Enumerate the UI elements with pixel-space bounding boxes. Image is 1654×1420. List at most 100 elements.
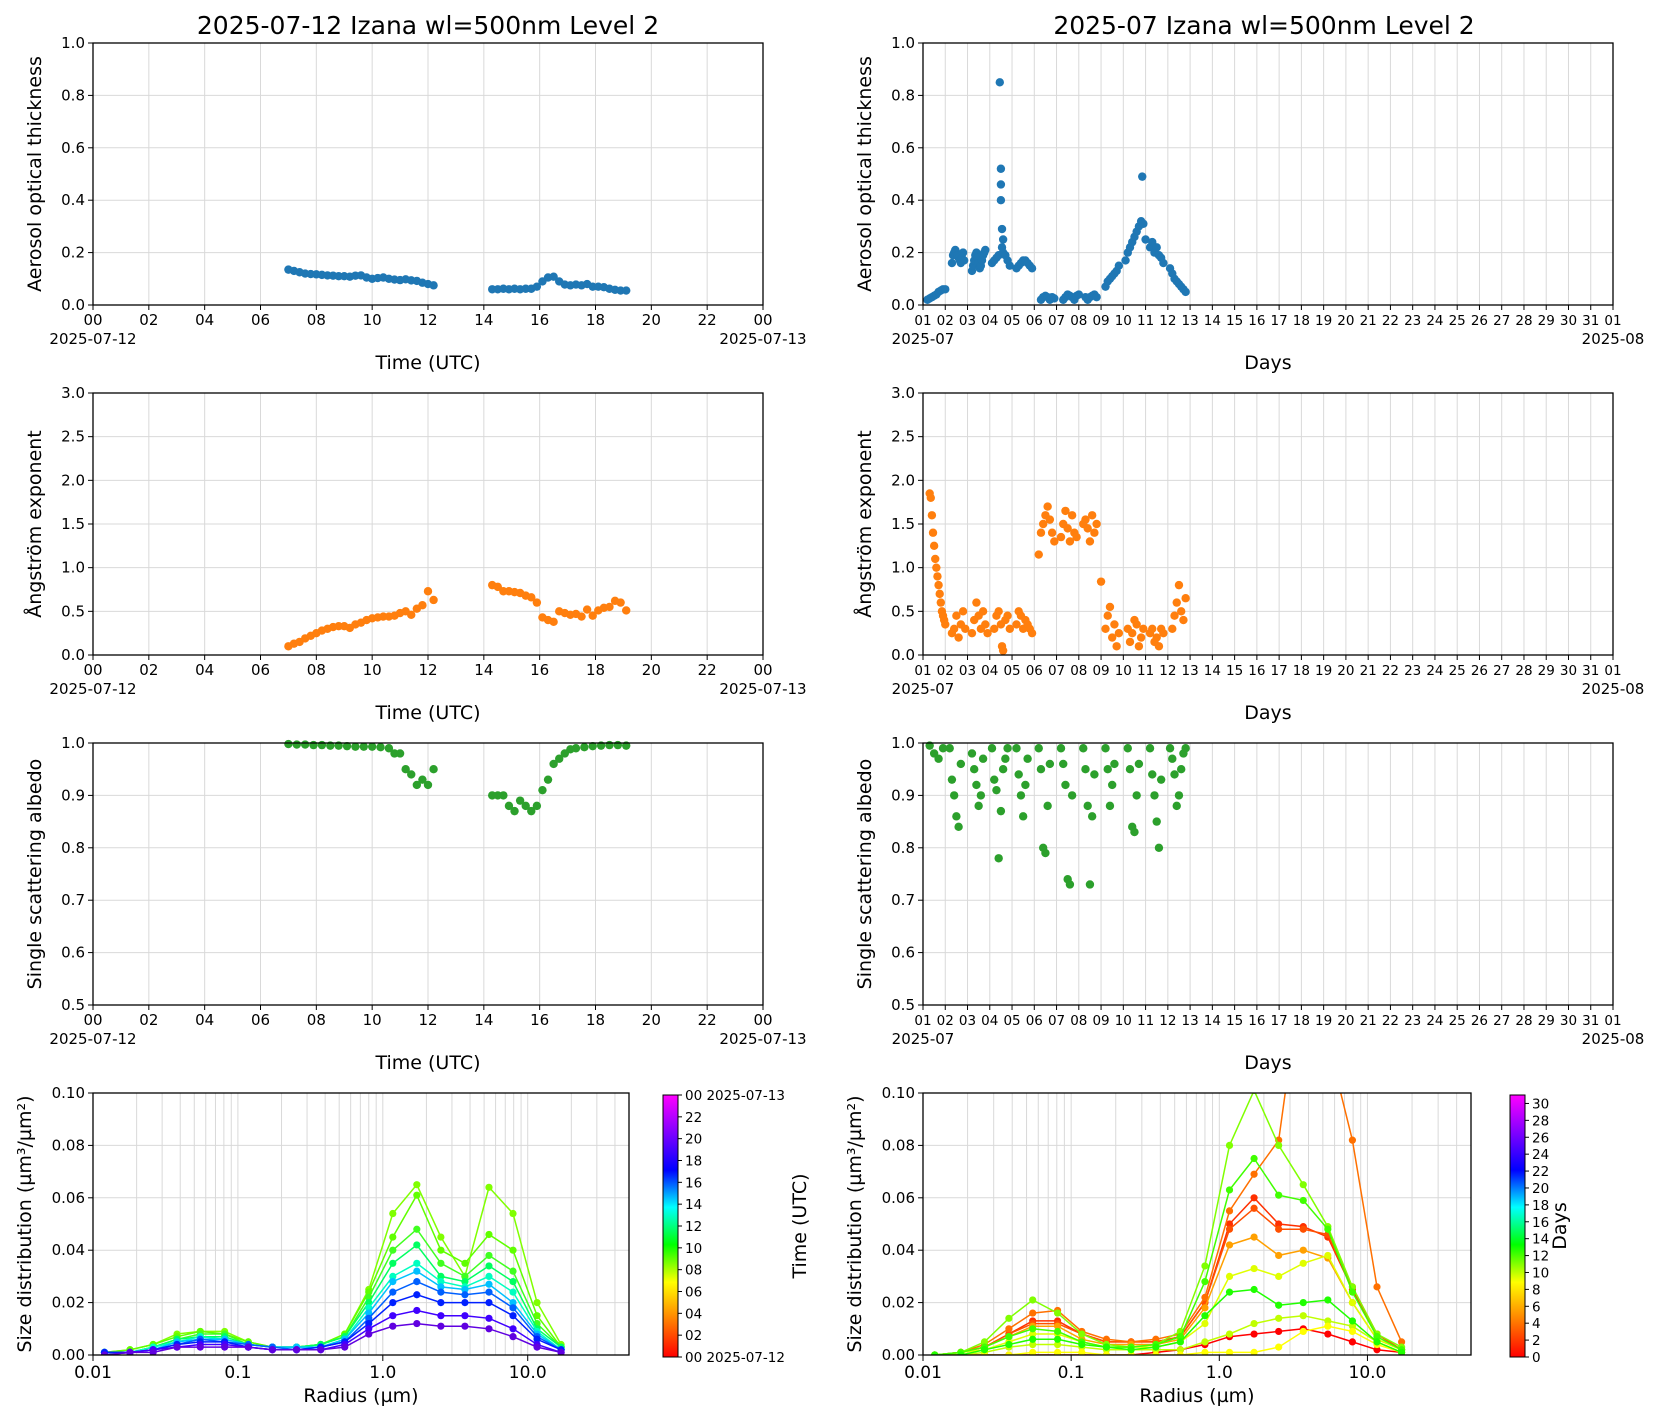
data-point xyxy=(1027,628,1037,638)
x-tick-label: 07 xyxy=(1048,1013,1065,1029)
data-point xyxy=(947,775,957,784)
x-tick-label: 04 xyxy=(981,663,998,679)
data-point xyxy=(549,759,558,769)
series-line xyxy=(934,1314,1402,1355)
y-tick-label: 0.2 xyxy=(61,244,85,262)
series-point xyxy=(461,1312,469,1320)
series-point xyxy=(437,1272,445,1280)
series-point xyxy=(1176,1346,1184,1354)
x-tick-label: 01 xyxy=(914,663,931,679)
x-date-left: 2025-07 xyxy=(892,680,955,698)
series-point xyxy=(149,1348,157,1355)
series-point xyxy=(1005,1314,1013,1322)
series-point xyxy=(1201,1293,1209,1301)
y-axis-label: Ångström exponent xyxy=(23,430,46,618)
data-point xyxy=(969,765,979,774)
data-point xyxy=(1067,511,1077,520)
x-tick-label: 20 xyxy=(1337,1013,1354,1029)
x-tick-label: 20 xyxy=(1337,313,1354,329)
series-point xyxy=(461,1299,469,1307)
series-point xyxy=(413,1191,421,1199)
data-point xyxy=(1123,744,1132,753)
data-point xyxy=(945,744,954,753)
series-point xyxy=(244,1343,252,1351)
data-point xyxy=(1079,744,1088,753)
series-point xyxy=(1324,1037,1331,1044)
data-point xyxy=(1139,624,1148,633)
data-point xyxy=(423,780,433,790)
data-point xyxy=(987,744,997,753)
y-tick-label: 0.0 xyxy=(61,646,85,664)
data-point xyxy=(1014,770,1023,779)
series-point xyxy=(461,1259,469,1267)
colorbar-tick-label: 06 xyxy=(685,1285,702,1301)
y-tick-label: 0.5 xyxy=(891,996,915,1014)
data-point xyxy=(1181,287,1190,297)
panel-daily-angstrom: 00 02 04 06 08 10 12 14 16 18 20 22 000.00.51.01.52.… xyxy=(23,384,807,724)
data-point xyxy=(1063,524,1072,533)
data-point xyxy=(983,628,992,638)
x-tick-label: 01 xyxy=(1604,663,1621,679)
data-point xyxy=(1016,791,1026,800)
series-point xyxy=(1225,1241,1234,1249)
x-tick-label: 00 xyxy=(83,1011,102,1029)
x-tick-label: 0.1 xyxy=(224,1363,251,1383)
y-tick-label: 0.8 xyxy=(61,86,85,104)
data-point xyxy=(1050,294,1059,303)
x-date-right: 2025-07-13 xyxy=(719,680,806,698)
data-point xyxy=(1036,765,1046,774)
plot-frame xyxy=(922,42,1614,306)
y-tick-label: 0.6 xyxy=(61,944,85,962)
series-point xyxy=(365,1325,373,1333)
data-point xyxy=(1012,620,1021,629)
y-tick-label: 1.5 xyxy=(61,515,85,533)
data-point xyxy=(1085,880,1095,889)
data-point xyxy=(997,224,1007,234)
data-point xyxy=(1168,624,1177,633)
data-point xyxy=(1159,628,1168,638)
x-tick-label: 07 xyxy=(1048,313,1065,329)
series-point xyxy=(1201,1278,1209,1286)
series-point xyxy=(1102,1351,1111,1355)
series-point xyxy=(1250,1348,1258,1355)
data-point xyxy=(1043,502,1052,511)
data-point xyxy=(429,765,438,774)
series-point xyxy=(509,1312,517,1320)
data-point xyxy=(954,822,963,832)
colorbar-tick-label: 24 xyxy=(1532,1147,1549,1163)
data-point xyxy=(418,601,427,610)
y-tick-label: 0.8 xyxy=(891,839,915,857)
y-tick-label: 2.5 xyxy=(891,428,915,446)
series-point xyxy=(1176,1333,1184,1341)
series-point xyxy=(1299,1299,1307,1307)
data-point xyxy=(927,511,937,520)
data-point xyxy=(588,741,597,751)
data-point xyxy=(1096,577,1106,586)
y-tick-label: 2.5 xyxy=(61,428,85,446)
series-point xyxy=(1348,1338,1357,1346)
data-point xyxy=(981,620,990,629)
x-tick-label: 20 xyxy=(642,1011,661,1029)
data-point xyxy=(1152,817,1161,826)
data-point xyxy=(1023,754,1032,763)
series-point xyxy=(461,1285,469,1294)
x-tick-label: 10 xyxy=(363,661,382,679)
data-point xyxy=(1045,515,1055,524)
data-point xyxy=(952,812,961,821)
x-tick-label: 23 xyxy=(1404,1013,1421,1029)
data-point xyxy=(1001,754,1010,763)
x-tick-label: 27 xyxy=(1493,313,1510,329)
data-point xyxy=(292,740,301,749)
series-point xyxy=(931,1351,939,1355)
data-point xyxy=(300,740,310,749)
x-tick-label: 05 xyxy=(1003,313,1020,329)
series-point xyxy=(1373,1338,1381,1346)
data-point xyxy=(429,595,438,605)
data-point xyxy=(532,801,542,811)
plot-frame xyxy=(922,1092,1472,1356)
colorbar-tick-label: 20 xyxy=(685,1132,702,1148)
series-point xyxy=(389,1299,397,1307)
y-tick-label: 0.04 xyxy=(882,1241,915,1259)
data-point xyxy=(538,785,547,795)
